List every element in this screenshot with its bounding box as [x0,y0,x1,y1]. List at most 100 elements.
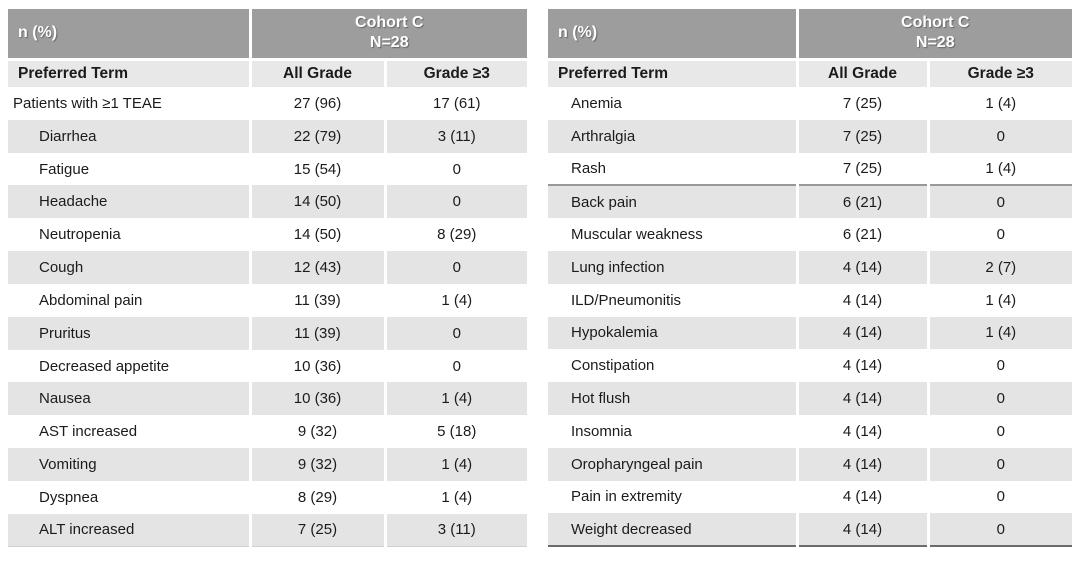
table-row: Hot flush 4 (14) 0 [548,382,1072,415]
table-row: Decreased appetite 10 (36) 0 [8,349,527,383]
table-row: Dyspnea 8 (29) 1 (4) [8,480,527,514]
table-row: Abdominal pain 11 (39) 1 (4) [8,283,527,317]
grade-ge3-cell: 1 (4) [926,87,1072,120]
term-cell: Weight decreased [548,513,797,548]
term-cell: Oropharyngeal pain [548,447,797,481]
all-grade-cell: 4 (14) [795,349,928,383]
table-row: Patients with ≥1 TEAE 27 (96) 17 (61) [8,87,527,120]
term-cell: Lung infection [548,250,797,284]
all-grade-cell: 14 (50) [248,185,385,219]
table-row: Back pain 6 (21) 0 [548,185,1072,219]
all-grade-cell: 11 (39) [248,316,385,350]
all-grade-cell: 4 (14) [795,480,928,514]
table-row: Fatigue 15 (54) 0 [8,152,527,186]
term-cell: Headache [8,185,250,219]
grade-ge3-cell: 0 [926,447,1072,481]
grade-ge3-cell: 5 (18) [383,415,527,449]
grade-ge3-cell: 8 (29) [383,218,527,252]
term-cell: Rash [548,152,797,187]
table-row: Diarrhea 22 (79) 3 (11) [8,119,527,153]
table-row: Muscular weakness 6 (21) 0 [548,218,1072,251]
all-grade-cell: 4 (14) [795,382,928,415]
all-grade-cell: 15 (54) [248,152,385,186]
all-grade-cell: 4 (14) [795,414,928,448]
all-grade-cell: 4 (14) [795,283,928,317]
term-cell: Abdominal pain [8,283,250,317]
all-grade-cell: 9 (32) [248,415,385,449]
table-row: Hypokalemia 4 (14) 1 (4) [548,316,1072,350]
table-row: Lung infection 4 (14) 2 (7) [548,250,1072,284]
grade-ge3-cell: 0 [383,349,527,383]
col-grade-ge3: Grade ≥3 [926,59,1072,87]
term-cell: Cough [8,251,250,284]
term-cell: Constipation [548,349,797,383]
teae-table-left: n (%) Cohort C N=28 Preferred Term All G… [8,9,527,548]
table-row: Rash 7 (25) 1 (4) [548,152,1072,187]
cohort-name: Cohort C [355,14,424,32]
table-row: ILD/Pneumonitis 4 (14) 1 (4) [548,283,1072,317]
all-grade-cell: 14 (50) [248,218,385,252]
term-cell: Hot flush [548,382,797,415]
term-cell: Muscular weakness [548,218,797,251]
unit-label: n (%) [548,9,797,61]
term-cell: Neutropenia [8,218,250,252]
grade-ge3-cell: 0 [383,152,527,186]
grade-ge3-cell: 0 [926,382,1072,415]
cohort-header: Cohort C N=28 [795,9,1072,61]
table-row: Arthralgia 7 (25) 0 [548,119,1072,153]
cohort-n: N=28 [915,34,955,52]
grade-ge3-cell: 0 [926,480,1072,514]
grade-ge3-cell: 0 [926,513,1072,548]
all-grade-cell: 7 (25) [248,513,385,548]
col-preferred-term: Preferred Term [548,59,797,87]
unit-label: n (%) [8,9,250,61]
grade-ge3-cell: 0 [926,218,1072,251]
all-grade-cell: 4 (14) [795,250,928,284]
table-row: Oropharyngeal pain 4 (14) 0 [548,447,1072,481]
column-header-row: Preferred Term All Grade Grade ≥3 [548,59,1072,87]
all-grade-cell: 4 (14) [795,447,928,481]
table-header-row: n (%) Cohort C N=28 [548,9,1072,61]
column-header-row: Preferred Term All Grade Grade ≥3 [8,59,527,87]
grade-ge3-cell: 1 (4) [926,283,1072,317]
term-cell: Decreased appetite [8,349,250,383]
term-cell: Fatigue [8,152,250,186]
term-cell: ILD/Pneumonitis [548,283,797,317]
grade-ge3-cell: 1 (4) [383,448,527,481]
col-all-grade: All Grade [248,59,385,87]
all-grade-cell: 22 (79) [248,119,385,153]
all-grade-cell: 7 (25) [795,87,928,120]
grade-ge3-cell: 0 [383,251,527,284]
grade-ge3-cell: 1 (4) [926,316,1072,350]
all-grade-cell: 10 (36) [248,382,385,416]
table-row: Headache 14 (50) 0 [8,185,527,219]
grade-ge3-cell: 1 (4) [383,382,527,416]
grade-ge3-cell: 1 (4) [926,152,1072,187]
term-cell: Pruritus [8,316,250,350]
teae-table-right: n (%) Cohort C N=28 Preferred Term All G… [548,9,1072,548]
grade-ge3-cell: 3 (11) [383,513,527,548]
grade-ge3-cell: 3 (11) [383,119,527,153]
table-row: Nausea 10 (36) 1 (4) [8,382,527,416]
all-grade-cell: 12 (43) [248,251,385,284]
all-grade-cell: 4 (14) [795,513,928,548]
table-row: Neutropenia 14 (50) 8 (29) [8,218,527,252]
table-body: Anemia 7 (25) 1 (4) Arthralgia 7 (25) 0 Rash 7 … [548,87,1072,548]
term-cell: Insomnia [548,414,797,448]
term-cell: Vomiting [8,448,250,481]
grade-ge3-cell: 0 [926,414,1072,448]
teae-tables-container: n (%) Cohort C N=28 Preferred Term All G… [8,9,1072,548]
col-preferred-term: Preferred Term [8,59,250,87]
col-all-grade: All Grade [795,59,928,87]
cohort-n: N=28 [369,34,409,52]
table-row: Cough 12 (43) 0 [8,251,527,284]
all-grade-cell: 6 (21) [795,218,928,251]
grade-ge3-cell: 0 [926,185,1072,219]
all-grade-cell: 10 (36) [248,349,385,383]
table-row: Anemia 7 (25) 1 (4) [548,87,1072,120]
table-row: Constipation 4 (14) 0 [548,349,1072,383]
grade-ge3-cell: 17 (61) [383,87,527,120]
all-grade-cell: 27 (96) [248,87,385,120]
all-grade-cell: 4 (14) [795,316,928,350]
term-cell: Anemia [548,87,797,120]
